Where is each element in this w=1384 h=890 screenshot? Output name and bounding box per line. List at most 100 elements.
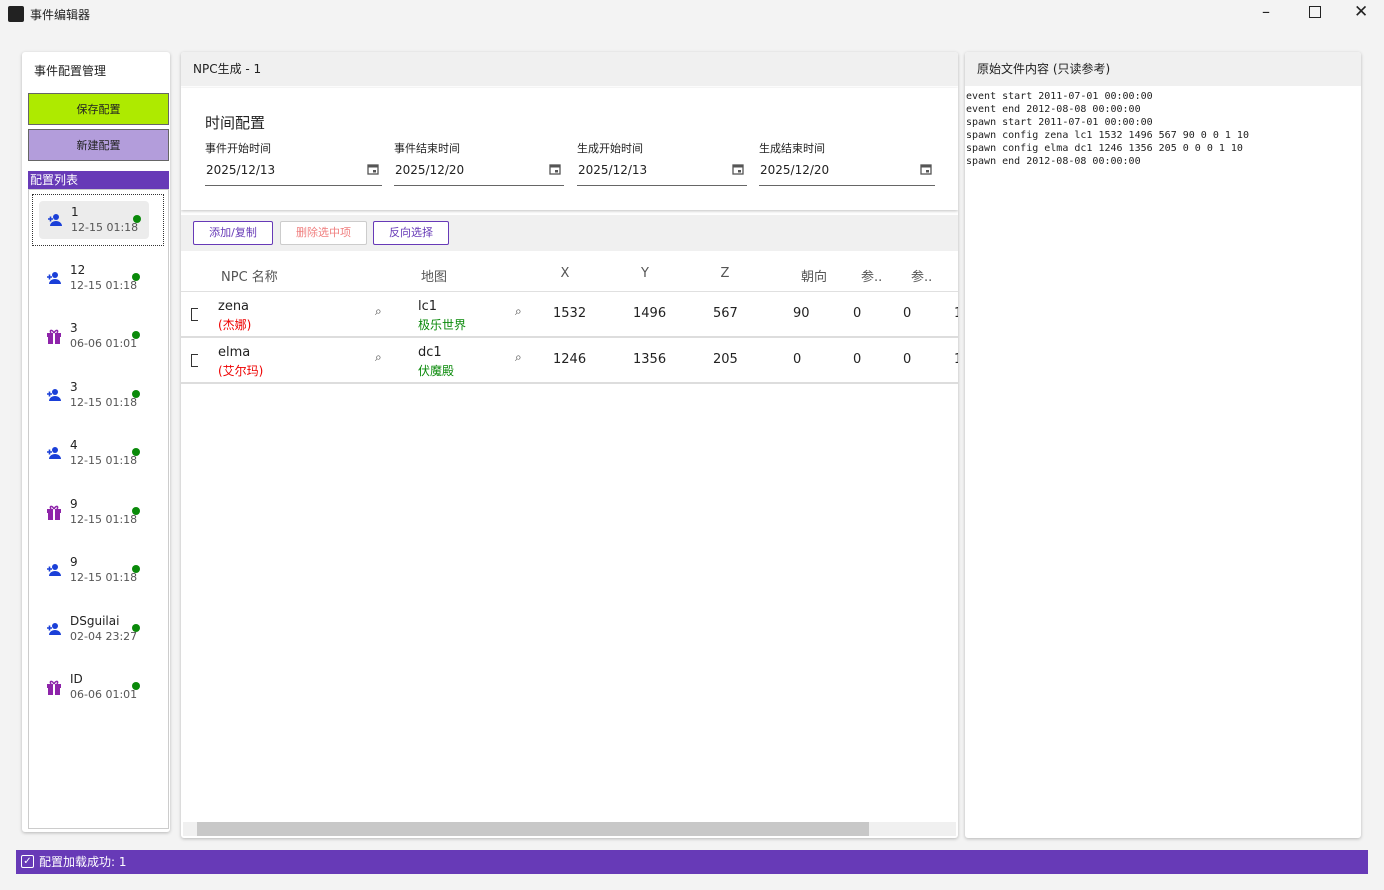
calendar-icon[interactable] [549, 163, 561, 178]
date-field[interactable]: 2025/12/20 [394, 158, 564, 186]
status-dot [132, 448, 140, 456]
date-value: 2025/12/20 [395, 163, 465, 177]
cell: 1 [954, 352, 958, 367]
search-icon[interactable]: ⌕ [515, 304, 522, 318]
row-checkbox[interactable] [191, 354, 198, 367]
field-label: 生成开始时间 [577, 142, 643, 155]
column-header: Y [641, 266, 649, 281]
raw-title: 原始文件内容 (只读参考) [965, 52, 1361, 86]
item-name: 4 [70, 438, 78, 452]
new-button[interactable]: 新建配置 [28, 129, 169, 161]
raw-line: spawn config elma dc1 1246 1356 205 0 0 … [966, 143, 1243, 154]
item-icon [46, 622, 62, 639]
raw-line: spawn config zena lc1 1532 1496 567 90 0… [966, 130, 1249, 141]
config-item[interactable]: 3 06-06 01:01 [32, 311, 164, 363]
cell: 0 [853, 306, 862, 321]
toolbar: 添加/复制 删除选中项 反向选择 [181, 215, 958, 251]
cell: 0 [903, 352, 912, 367]
calendar-icon[interactable] [732, 163, 744, 178]
map-code: dc1 [418, 345, 442, 360]
toolbar-button: 删除选中项 [280, 221, 367, 245]
toolbar-button[interactable]: 反向选择 [373, 221, 449, 245]
npc-name: zena [218, 299, 250, 314]
date-value: 2025/12/13 [206, 163, 276, 177]
cell: 0 [793, 352, 802, 367]
minimize[interactable]: – [1262, 2, 1270, 21]
column-header: 地图 [421, 270, 448, 285]
item-name: 9 [70, 496, 78, 511]
item-time: 12-15 01:18 [70, 278, 138, 292]
toolbar-button[interactable]: 添加/复制 [193, 221, 273, 245]
config-item[interactable]: 4 12-15 01:18 [32, 428, 164, 480]
config-item[interactable]: DSguilai 02-04 23:27 [32, 604, 164, 656]
config-item[interactable]: 9 12-15 01:18 [32, 487, 164, 539]
date-field[interactable]: 2025/12/20 [759, 158, 935, 186]
table: NPC 名称 地图 X Y Z 朝向 参.. 参.. zena (杰娜) ⌕ lc1 极乐世界 ⌕ 1532… [181, 256, 958, 816]
column-header: X [560, 266, 570, 281]
date-field[interactable]: 2025/12/13 [205, 158, 382, 186]
scroll-thumb[interactable] [197, 822, 869, 836]
editor: NPC生成 - 1 时间配置 事件开始时间 2025/12/13 事件结束时间 202… [181, 52, 958, 838]
date-field[interactable]: 2025/12/13 [577, 158, 747, 186]
raw-line: event start 2011-07-01 00:00:00 [966, 91, 1153, 102]
item-time: 12-15 01:18 [70, 512, 138, 526]
status-dot [133, 215, 141, 223]
item-icon [46, 388, 62, 405]
raw-line: spawn end 2012-08-08 00:00:00 [966, 156, 1141, 167]
cell: 1 [954, 306, 958, 321]
app-icon [8, 6, 24, 22]
item-name: 9 [70, 555, 78, 569]
config-item[interactable]: 9 12-15 01:18 [32, 545, 164, 597]
status-icon: ✓ [21, 855, 34, 868]
cell: 567 [713, 306, 738, 321]
config-item[interactable]: ID 06-06 01:01 [32, 662, 164, 714]
time-card: 时间配置 事件开始时间 2025/12/13 事件结束时间 2025/12/20 生成开… [181, 88, 958, 210]
item-time: 06-06 01:01 [70, 688, 138, 701]
map-name: 极乐世界 [418, 318, 467, 332]
time-title: 时间配置 [205, 114, 266, 132]
item-name: 12 [70, 262, 86, 277]
close[interactable]: ✕ [1354, 2, 1369, 22]
item-time: 12-15 01:18 [70, 395, 138, 409]
table-row[interactable]: zena (杰娜) ⌕ lc1 极乐世界 ⌕ 1532 1496 567 90 0 0 1 [181, 292, 958, 338]
map-name: 伏魔殿 [418, 364, 455, 378]
item-time: 12-15 01:18 [70, 454, 138, 467]
npc-alias: (杰娜) [218, 318, 252, 332]
field-label: 生成结束时间 [759, 142, 825, 155]
calendar-icon[interactable] [920, 163, 932, 178]
status-dot [132, 389, 140, 398]
status-bar: ✓ 配置加载成功: 1 [16, 850, 1368, 874]
item-time: 12-15 01:18 [71, 221, 139, 234]
item-name: 3 [70, 379, 78, 394]
config-item[interactable]: 12 12-15 01:18 [32, 253, 164, 305]
status-dot [132, 682, 140, 690]
raw-line: event end 2012-08-08 00:00:00 [966, 104, 1141, 115]
column-header: NPC 名称 [221, 270, 278, 285]
row-checkbox[interactable] [191, 308, 198, 321]
item-icon [46, 446, 62, 463]
table-row[interactable]: elma (艾尔玛) ⌕ dc1 伏魔殿 ⌕ 1246 1356 205 0 0 0 1 [181, 338, 958, 384]
editor-title: NPC生成 - 1 [181, 52, 958, 86]
item-icon [46, 680, 62, 698]
search-icon[interactable]: ⌕ [515, 350, 522, 364]
h-scrollbar[interactable] [183, 822, 956, 836]
calendar-icon[interactable] [367, 163, 379, 178]
status-text: 配置加载成功: 1 [39, 855, 127, 869]
item-icon [46, 563, 62, 580]
maximize[interactable] [1309, 6, 1321, 18]
field-label: 事件开始时间 [205, 142, 271, 155]
status-dot [132, 623, 140, 632]
search-icon[interactable]: ⌕ [375, 350, 382, 364]
item-icon [46, 329, 62, 347]
sidebar: 事件配置管理 保存配置 新建配置 配置列表 1 12-15 01:18 12 12-1… [22, 52, 170, 832]
config-item[interactable]: 3 12-15 01:18 [32, 370, 164, 422]
item-time: 06-06 01:01 [70, 337, 138, 350]
cell: 1246 [553, 352, 587, 367]
title-bar: 事件编辑器 – ✕ [0, 0, 1384, 28]
column-header: 参.. [861, 270, 883, 285]
config-item[interactable]: 1 12-15 01:18 [32, 194, 164, 246]
status-dot [132, 506, 140, 515]
save-button[interactable]: 保存配置 [28, 93, 169, 125]
search-icon[interactable]: ⌕ [375, 304, 382, 318]
